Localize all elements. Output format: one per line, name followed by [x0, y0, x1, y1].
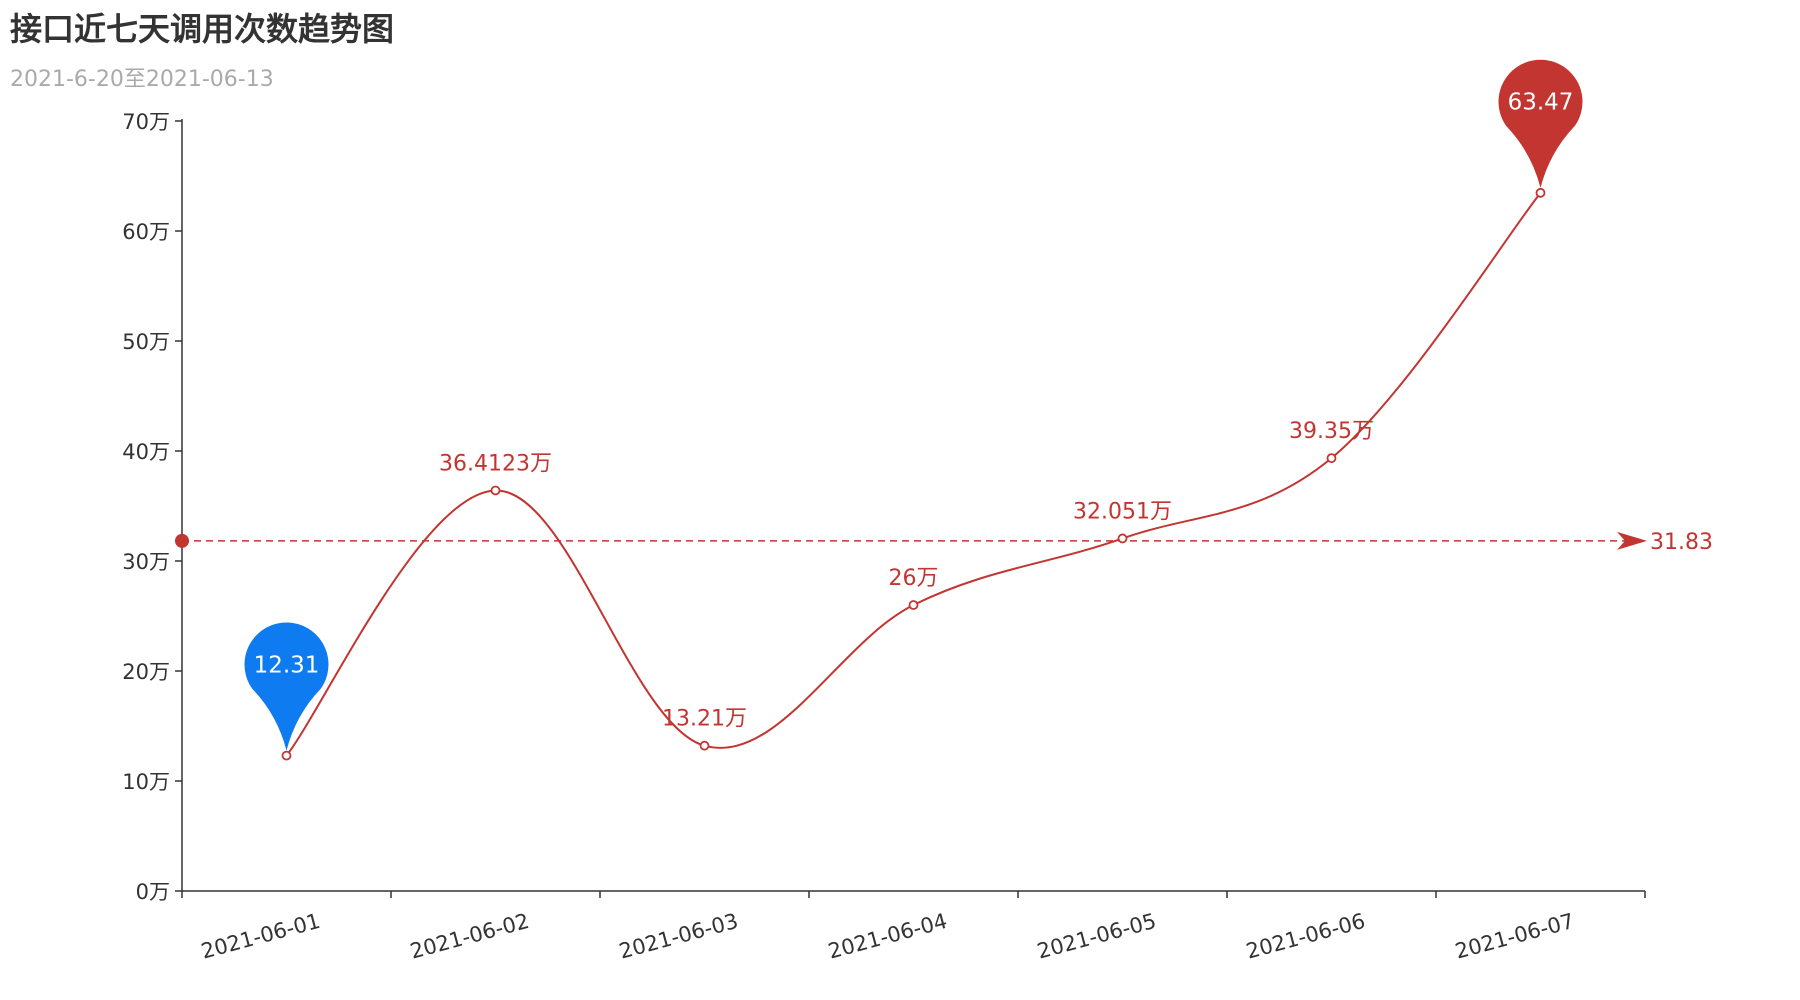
data-point — [490, 485, 501, 496]
data-label: 13.21万 — [662, 707, 747, 732]
chart-title: 接口近七天调用次数趋势图 — [10, 10, 395, 48]
average-line-label: 31.83 — [1650, 530, 1713, 555]
max-marker-pin — [1498, 59, 1583, 188]
chart-subtitle: 2021-6-20至2021-06-13 — [10, 67, 274, 92]
y-tick-label: 20万 — [122, 660, 170, 684]
data-point — [1535, 187, 1546, 198]
max-marker-pin-label: 63.47 — [1508, 90, 1574, 116]
y-tick-label: 10万 — [122, 770, 170, 794]
x-tick-label: 2021-06-07 — [1453, 909, 1577, 964]
y-tick-label: 50万 — [122, 330, 170, 354]
x-tick-label: 2021-06-05 — [1035, 909, 1159, 964]
min-marker-pin-label: 12.31 — [254, 652, 320, 678]
min-marker-pin — [244, 622, 329, 751]
y-tick-label: 40万 — [122, 440, 170, 464]
average-line-start — [175, 533, 189, 548]
data-point — [281, 750, 292, 761]
data-point — [1117, 533, 1128, 544]
x-tick-label: 2021-06-02 — [408, 909, 532, 964]
data-point — [699, 740, 710, 751]
average-line-arrow — [1617, 531, 1647, 550]
data-label: 39.35万 — [1289, 419, 1374, 444]
x-tick-label: 2021-06-03 — [617, 909, 741, 964]
data-label: 26万 — [889, 566, 939, 591]
y-tick-label: 70万 — [122, 110, 170, 134]
data-point — [908, 600, 919, 610]
data-label: 36.4123万 — [439, 451, 552, 476]
y-tick-label: 60万 — [122, 220, 170, 244]
x-tick-label: 2021-06-06 — [1244, 909, 1368, 964]
x-tick-label: 2021-06-04 — [826, 909, 950, 964]
data-label: 32.051万 — [1073, 499, 1172, 524]
data-point — [1326, 453, 1337, 464]
y-tick-label: 30万 — [122, 550, 170, 574]
x-tick-label: 2021-06-01 — [199, 909, 323, 964]
y-tick-label: 0万 — [136, 880, 170, 904]
